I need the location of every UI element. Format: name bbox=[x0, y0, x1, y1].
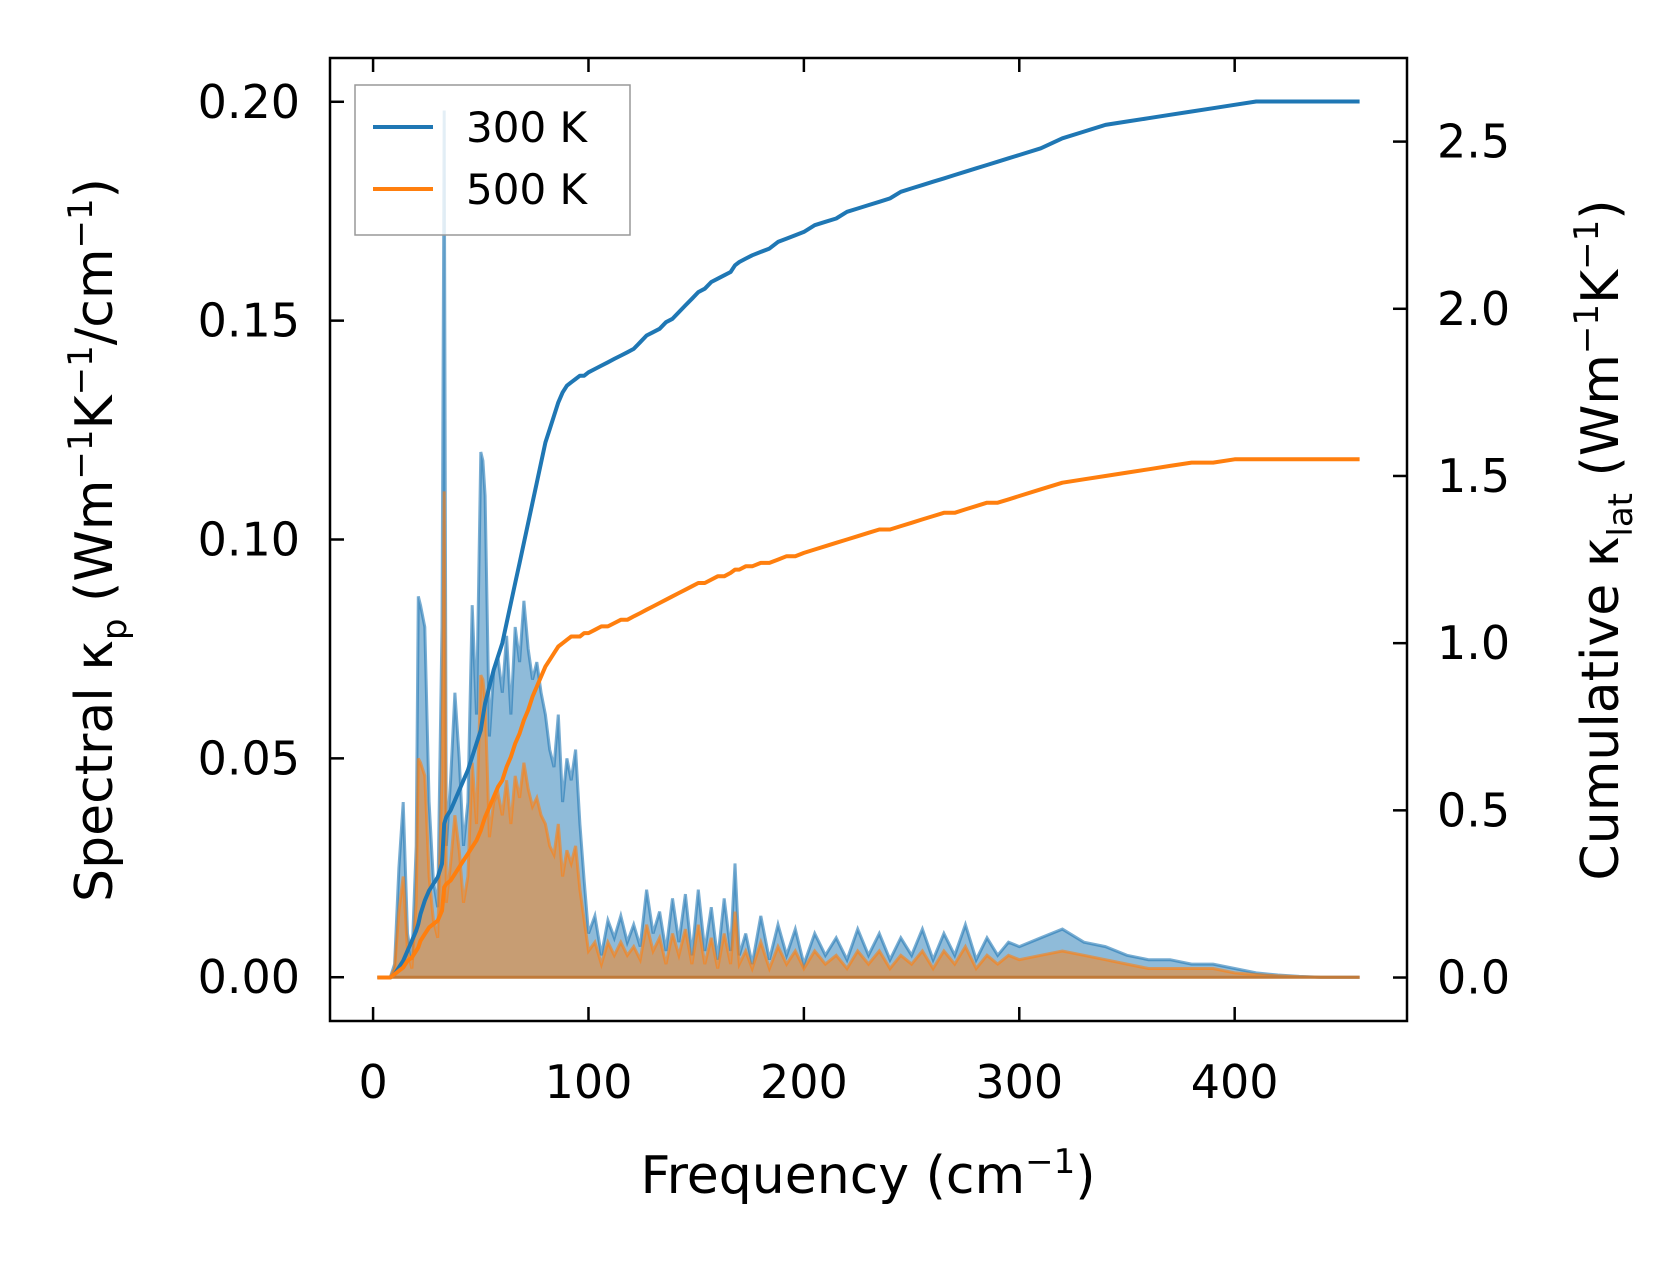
y-right-tick-label: 1.0 bbox=[1437, 616, 1510, 670]
axis-ticks: 0 100 200 300 400 0.00 0.05 0.10 0.15 0.20 0.0 0.5 1… bbox=[198, 58, 1510, 1109]
plot-frame bbox=[328, 56, 1409, 1023]
cumulative-line-300k bbox=[377, 99, 1360, 980]
legend-label-500k: 500 K bbox=[466, 165, 589, 214]
y-left-tick-label: 0.15 bbox=[198, 294, 300, 348]
spectral-edge-300k bbox=[377, 110, 1360, 979]
x-tick-label: 100 bbox=[545, 1055, 633, 1109]
cumulative-lines bbox=[377, 99, 1360, 980]
x-tick-label: 400 bbox=[1191, 1055, 1279, 1109]
y-left-tick-label: 0.20 bbox=[198, 75, 300, 129]
y-right-tick-label: 2.5 bbox=[1437, 115, 1510, 169]
y-left-tick-label: 0.10 bbox=[198, 513, 300, 567]
y-left-tick-label: 0.05 bbox=[198, 731, 300, 785]
x-tick-label: 200 bbox=[760, 1055, 848, 1109]
x-axis-label: Frequency (cm−1) bbox=[640, 1142, 1095, 1206]
legend-label-300k: 300 K bbox=[466, 103, 589, 152]
y-left-tick-label: 0.00 bbox=[198, 950, 300, 1004]
spectral-area-500k bbox=[377, 491, 1360, 978]
cumulative-line-500k bbox=[377, 457, 1360, 980]
y-right-tick-label: 1.5 bbox=[1437, 449, 1510, 503]
y-right-tick-label: 0.5 bbox=[1437, 783, 1510, 837]
x-tick-label: 0 bbox=[358, 1055, 387, 1109]
y-right-tick-label: 0.0 bbox=[1437, 951, 1510, 1005]
legend-box bbox=[354, 84, 631, 236]
y-right-tick-label: 2.0 bbox=[1437, 282, 1510, 336]
y-axis-right-label: Cumulative κlat (Wm−1K−1) bbox=[1567, 199, 1641, 880]
legend: 300 K 500 K bbox=[354, 84, 631, 236]
spectral-edge-500k bbox=[377, 491, 1360, 979]
x-tick-label: 300 bbox=[975, 1055, 1063, 1109]
y-axis-left-label: Spectral κp (Wm−1K−1/cm−1) bbox=[61, 178, 135, 902]
spectral-fill-areas bbox=[377, 110, 1360, 979]
